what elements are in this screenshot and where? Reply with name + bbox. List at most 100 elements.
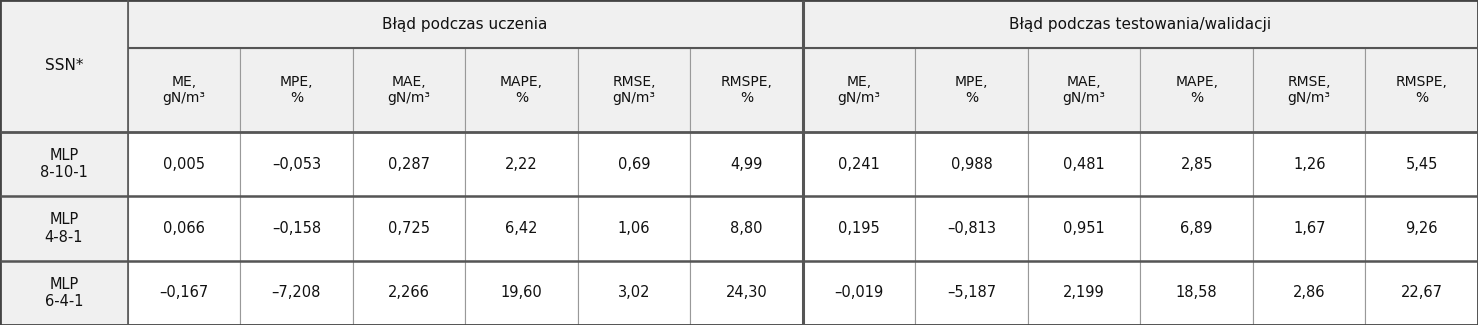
Bar bbox=[1141, 48, 1253, 132]
Text: 2,86: 2,86 bbox=[1293, 285, 1326, 300]
Text: 4,99: 4,99 bbox=[730, 157, 763, 172]
Bar bbox=[1366, 261, 1478, 325]
Text: 2,85: 2,85 bbox=[1181, 157, 1213, 172]
Bar bbox=[1366, 132, 1478, 196]
Bar bbox=[1141, 132, 1253, 196]
Bar bbox=[578, 132, 690, 196]
Bar bbox=[803, 196, 915, 261]
Bar bbox=[690, 196, 803, 261]
Text: –5,187: –5,187 bbox=[947, 285, 996, 300]
Text: 3,02: 3,02 bbox=[618, 285, 650, 300]
Bar bbox=[1027, 48, 1141, 132]
Bar bbox=[239, 48, 353, 132]
Bar bbox=[466, 196, 578, 261]
Bar bbox=[803, 132, 915, 196]
Text: MAE,
gN/m³: MAE, gN/m³ bbox=[387, 75, 430, 105]
Text: 1,26: 1,26 bbox=[1293, 157, 1326, 172]
Bar bbox=[353, 261, 466, 325]
Text: 2,266: 2,266 bbox=[387, 285, 430, 300]
Text: 0,481: 0,481 bbox=[1063, 157, 1106, 172]
Bar bbox=[466, 132, 578, 196]
Text: 0,69: 0,69 bbox=[618, 157, 650, 172]
Bar bbox=[1141, 196, 1253, 261]
Bar bbox=[239, 132, 353, 196]
Text: ME,
gN/m³: ME, gN/m³ bbox=[163, 75, 205, 105]
Text: 6,42: 6,42 bbox=[505, 221, 538, 236]
Bar bbox=[127, 48, 239, 132]
Bar bbox=[0, 261, 127, 325]
Text: 6,89: 6,89 bbox=[1181, 221, 1213, 236]
Text: 9,26: 9,26 bbox=[1406, 221, 1438, 236]
Text: RMSPE,
%: RMSPE, % bbox=[1395, 75, 1447, 105]
Bar bbox=[1027, 132, 1141, 196]
Text: RMSE,
gN/m³: RMSE, gN/m³ bbox=[1287, 75, 1332, 105]
Text: –7,208: –7,208 bbox=[272, 285, 321, 300]
Bar bbox=[127, 261, 239, 325]
Text: 1,06: 1,06 bbox=[618, 221, 650, 236]
Bar bbox=[803, 48, 915, 132]
Bar bbox=[1253, 48, 1366, 132]
Bar bbox=[0, 0, 127, 132]
Bar bbox=[353, 48, 466, 132]
Text: 0,241: 0,241 bbox=[838, 157, 879, 172]
Bar bbox=[1366, 196, 1478, 261]
Text: 0,725: 0,725 bbox=[387, 221, 430, 236]
Bar bbox=[127, 132, 239, 196]
Text: 24,30: 24,30 bbox=[726, 285, 767, 300]
Text: 1,67: 1,67 bbox=[1293, 221, 1326, 236]
Bar bbox=[1253, 261, 1366, 325]
Bar bbox=[690, 132, 803, 196]
Bar bbox=[1027, 261, 1141, 325]
Bar bbox=[578, 196, 690, 261]
Bar bbox=[127, 0, 803, 48]
Text: –0,167: –0,167 bbox=[160, 285, 208, 300]
Text: MLP
4-8-1: MLP 4-8-1 bbox=[44, 212, 83, 245]
Text: –0,158: –0,158 bbox=[272, 221, 321, 236]
Text: MAPE,
%: MAPE, % bbox=[500, 75, 542, 105]
Bar bbox=[578, 48, 690, 132]
Text: MPE,
%: MPE, % bbox=[279, 75, 313, 105]
Text: –0,053: –0,053 bbox=[272, 157, 321, 172]
Text: –0,813: –0,813 bbox=[947, 221, 996, 236]
Bar bbox=[1141, 261, 1253, 325]
Text: MAE,
gN/m³: MAE, gN/m³ bbox=[1063, 75, 1106, 105]
Text: RMSE,
gN/m³: RMSE, gN/m³ bbox=[612, 75, 656, 105]
Text: 18,58: 18,58 bbox=[1176, 285, 1218, 300]
Text: 0,005: 0,005 bbox=[163, 157, 205, 172]
Bar bbox=[0, 132, 127, 196]
Text: Błąd podczas uczenia: Błąd podczas uczenia bbox=[383, 17, 548, 32]
Bar bbox=[915, 132, 1027, 196]
Bar bbox=[0, 196, 127, 261]
Text: 5,45: 5,45 bbox=[1406, 157, 1438, 172]
Bar bbox=[915, 48, 1027, 132]
Bar bbox=[353, 196, 466, 261]
Bar bbox=[466, 261, 578, 325]
Bar bbox=[239, 196, 353, 261]
Text: SSN*: SSN* bbox=[44, 58, 83, 73]
Bar bbox=[1253, 196, 1366, 261]
Text: –0,019: –0,019 bbox=[835, 285, 884, 300]
Text: MAPE,
%: MAPE, % bbox=[1175, 75, 1218, 105]
Text: MPE,
%: MPE, % bbox=[955, 75, 989, 105]
Bar bbox=[1027, 196, 1141, 261]
Bar bbox=[690, 48, 803, 132]
Text: 19,60: 19,60 bbox=[501, 285, 542, 300]
Bar bbox=[578, 261, 690, 325]
Bar bbox=[803, 0, 1478, 48]
Bar bbox=[915, 196, 1027, 261]
Bar bbox=[353, 132, 466, 196]
Text: 2,199: 2,199 bbox=[1063, 285, 1106, 300]
Text: 22,67: 22,67 bbox=[1401, 285, 1443, 300]
Text: ME,
gN/m³: ME, gN/m³ bbox=[838, 75, 881, 105]
Text: MLP
8-10-1: MLP 8-10-1 bbox=[40, 148, 87, 180]
Text: RMSPE,
%: RMSPE, % bbox=[721, 75, 773, 105]
Text: 8,80: 8,80 bbox=[730, 221, 763, 236]
Bar bbox=[239, 261, 353, 325]
Bar bbox=[466, 48, 578, 132]
Text: 0,287: 0,287 bbox=[387, 157, 430, 172]
Bar bbox=[1253, 132, 1366, 196]
Text: 0,951: 0,951 bbox=[1063, 221, 1106, 236]
Text: 0,066: 0,066 bbox=[163, 221, 205, 236]
Bar bbox=[803, 261, 915, 325]
Text: 2,22: 2,22 bbox=[505, 157, 538, 172]
